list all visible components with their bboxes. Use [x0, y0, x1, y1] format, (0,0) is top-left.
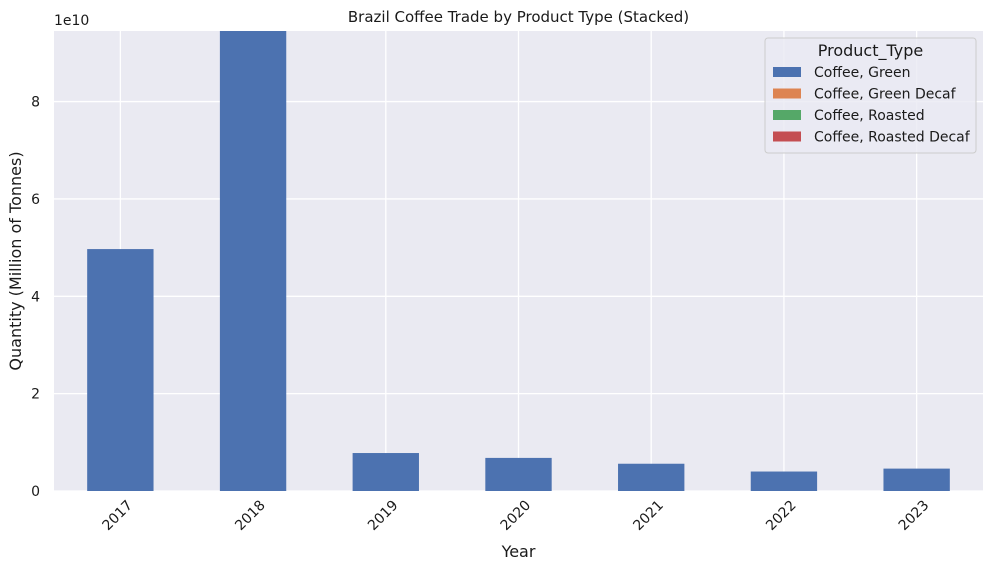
x-tick-label: 2022 — [763, 497, 800, 534]
bar-2021 — [618, 463, 685, 491]
x-tick-label: 2017 — [100, 497, 137, 534]
y-tick-label: 4 — [31, 289, 40, 305]
legend-items: Coffee, Green Coffee, Green Decaf Coffee, … — [773, 65, 971, 146]
x-tick-label: 2020 — [498, 497, 535, 534]
bar-2023 — [883, 468, 950, 491]
x-axis-title: Year — [501, 542, 536, 561]
bar-2017 — [87, 249, 154, 491]
legend-label: Coffee, Green — [814, 65, 911, 81]
legend-label: Coffee, Roasted — [814, 108, 925, 124]
x-tick-label: 2021 — [630, 497, 667, 534]
chart-title: Brazil Coffee Trade by Product Type (Sta… — [348, 8, 689, 26]
legend-label: Coffee, Roasted Decaf — [814, 130, 971, 146]
bar-2022 — [750, 471, 818, 491]
bars-layer — [87, 31, 950, 491]
legend-swatch — [773, 131, 801, 142]
x-tick-label: 2023 — [896, 497, 933, 534]
y-tick-label: 6 — [31, 192, 40, 208]
legend-swatch — [773, 110, 801, 120]
bar-2020 — [485, 457, 552, 491]
y-tick-label: 2 — [31, 387, 40, 403]
y-tick-label: 0 — [31, 484, 40, 500]
legend-label: Coffee, Green Decaf — [814, 87, 957, 103]
y-axis-title: Quantity (Million of Tonnes) — [6, 151, 25, 370]
x-tick-label: 2019 — [365, 497, 402, 534]
bar-2019 — [352, 453, 419, 491]
legend-swatch — [773, 88, 801, 99]
legend: Product_Type Coffee, Green Coffee, Green … — [764, 37, 977, 154]
x-tick-label: 2018 — [232, 497, 269, 534]
legend-title: Product_Type — [818, 41, 924, 61]
legend-box — [764, 37, 977, 154]
y-offset-text: 1e10 — [54, 13, 89, 29]
y-tick-label: 8 — [31, 95, 40, 111]
bar-2018 — [219, 31, 287, 491]
legend-swatch — [773, 67, 801, 77]
grid-layer — [54, 31, 983, 492]
